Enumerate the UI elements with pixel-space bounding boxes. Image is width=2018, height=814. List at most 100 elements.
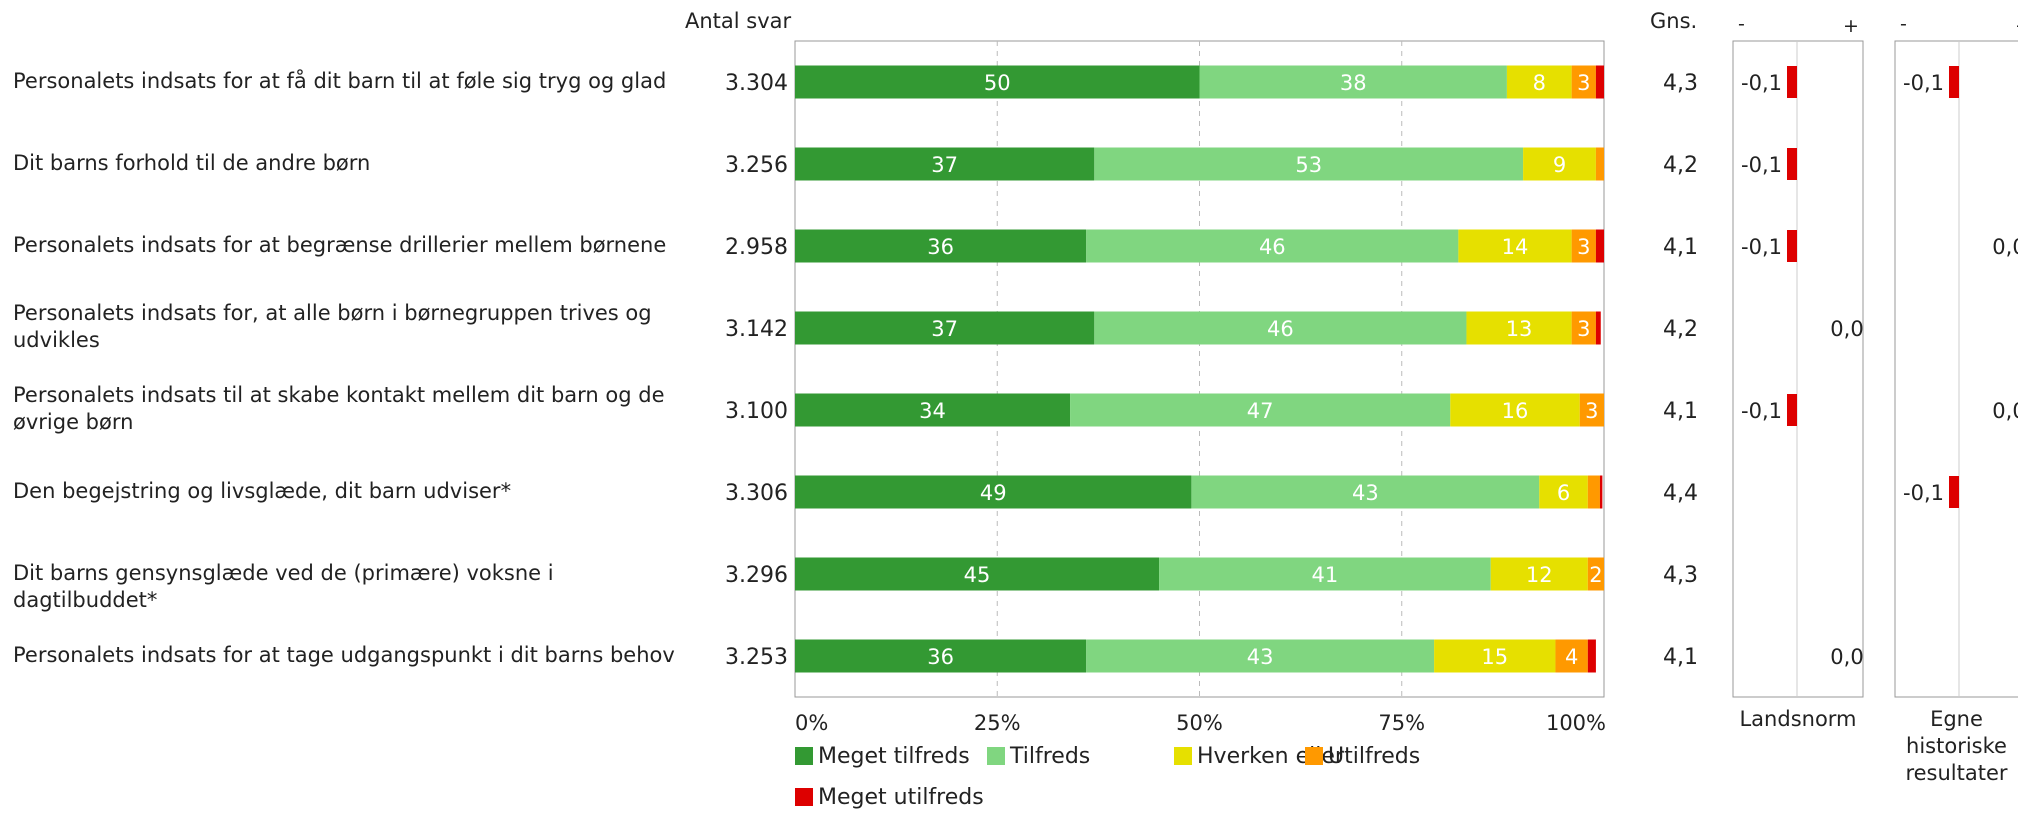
bar-data-label: 3 xyxy=(1577,317,1590,341)
legend-label: Tilfreds xyxy=(1010,744,1091,769)
panel-frame xyxy=(1732,40,1864,698)
bar-segment xyxy=(795,475,1192,509)
bar-data-label: 45 xyxy=(964,563,991,587)
bar-data-label: 43 xyxy=(1247,645,1274,669)
bar-segment xyxy=(1191,475,1540,509)
bar-segment xyxy=(795,557,1160,591)
caption-line: Egne xyxy=(1930,707,1983,731)
average-value: 4,1 xyxy=(1663,399,1698,424)
question-label: Personalets indsats for at begrænse dril… xyxy=(13,232,667,257)
bar-data-label: 3 xyxy=(1577,235,1590,259)
average-value: 4,1 xyxy=(1663,235,1698,260)
question-label: Dit barns forhold til de andre børn xyxy=(13,150,371,175)
legend-item: Meget tilfreds xyxy=(795,744,970,769)
bar-segment xyxy=(1434,639,1556,673)
average-value: 4,3 xyxy=(1663,563,1698,588)
bar-segment xyxy=(1199,65,1507,99)
answer-count: 3.306 xyxy=(725,481,788,506)
bar-segment xyxy=(1595,311,1601,345)
bar-data-label: 13 xyxy=(1506,317,1533,341)
bar-segment xyxy=(795,65,1200,99)
plot-frame xyxy=(794,40,1605,698)
bar-segment xyxy=(795,311,1095,345)
historical-panel: - + -0,1 0,0 0,0 -0,1 xyxy=(1894,13,2018,698)
norm-panel-caption: Landsnorm xyxy=(1739,707,1857,731)
bar-segment xyxy=(795,639,1087,673)
bar-segment xyxy=(795,229,1087,263)
plus-sign: + xyxy=(2015,15,2018,37)
bar-data-label: 38 xyxy=(1340,71,1367,95)
bar-segment xyxy=(1571,311,1596,345)
x-tick-label: 75% xyxy=(1378,711,1425,735)
bar-segment xyxy=(1587,557,1604,591)
bar-data-label: 36 xyxy=(927,645,954,669)
bar-segment xyxy=(1070,393,1451,427)
bar-data-label: 43 xyxy=(1352,481,1379,505)
legend-label: Meget tilfreds xyxy=(818,744,970,769)
legend-item: Tilfreds xyxy=(987,744,1090,769)
answer-count: 3.304 xyxy=(725,71,788,96)
deviation-value: -0,1 xyxy=(1741,153,1782,177)
x-tick-label: 100% xyxy=(1546,711,1606,735)
deviation-value: -0,1 xyxy=(1741,235,1782,259)
bar-segment xyxy=(1595,147,1604,181)
bar-data-label: 15 xyxy=(1481,645,1508,669)
bar-segment xyxy=(1571,65,1596,99)
deviation-value: -0,1 xyxy=(1741,399,1782,423)
deviation-value: -0,1 xyxy=(1903,71,1944,95)
bar-data-label: 8 xyxy=(1533,71,1546,95)
bar-segment xyxy=(795,147,1095,181)
bar-segment xyxy=(1595,229,1604,263)
bar-data-label: 6 xyxy=(1557,481,1570,505)
legend-item: Meget utilfreds xyxy=(795,785,984,810)
bar-segment xyxy=(1571,229,1596,263)
bar-segment xyxy=(795,393,1071,427)
bar-data-label: 37 xyxy=(931,153,958,177)
bar-data-label: 36 xyxy=(927,235,954,259)
bar-data-label: 3 xyxy=(1585,399,1598,423)
panel-frame xyxy=(1894,40,2018,698)
bar-data-label: 12 xyxy=(1526,563,1553,587)
bar-segment xyxy=(1490,557,1588,591)
legend-swatch xyxy=(795,788,813,806)
bar-segment xyxy=(1159,557,1491,591)
x-tick-label: 25% xyxy=(974,711,1021,735)
average-value: 4,2 xyxy=(1663,153,1698,178)
bar-data-label: 49 xyxy=(980,481,1007,505)
average-value: 4,1 xyxy=(1663,645,1698,670)
bar-segment xyxy=(1450,393,1580,427)
caption-line: historiske xyxy=(1906,734,2007,758)
bar-data-label: 46 xyxy=(1259,235,1286,259)
bar-data-label: 9 xyxy=(1553,153,1566,177)
bar-segment xyxy=(1587,475,1600,509)
bar-segment xyxy=(1506,65,1572,99)
avg-header: Gns. xyxy=(1650,9,1698,33)
minus-sign: - xyxy=(1900,13,1907,35)
bar-segment xyxy=(1599,475,1603,509)
answer-count: 3.253 xyxy=(725,645,788,670)
bar-segment xyxy=(1086,229,1459,263)
deviation-value: 0,0 xyxy=(1992,235,2018,259)
average-value: 4,4 xyxy=(1663,481,1698,506)
landsnorm-panel: - + -0,1 -0,1 -0,1 0,0 -0,1 0,0 xyxy=(1732,13,1864,698)
bar-data-label: 37 xyxy=(931,317,958,341)
legend-swatch xyxy=(987,747,1005,765)
bar-segment xyxy=(1086,639,1435,673)
question-label: Personalets indsats til at skabe kontakt… xyxy=(13,383,665,434)
bar-data-label: 34 xyxy=(919,399,946,423)
bar-data-label: 47 xyxy=(1247,399,1274,423)
bar-segment xyxy=(1539,475,1588,509)
bar-data-label: 53 xyxy=(1295,153,1322,177)
bar-data-label: 4 xyxy=(1565,645,1578,669)
negative-deviation-bar xyxy=(1787,66,1797,98)
question-label: Personalets indsats for at få dit barn t… xyxy=(13,68,667,93)
bar-data-label: 3 xyxy=(1577,71,1590,95)
legend-swatch xyxy=(1305,747,1323,765)
answer-count: 3.256 xyxy=(725,153,788,178)
bar-segment xyxy=(1587,639,1596,673)
bar-segment xyxy=(1466,311,1572,345)
bar-segment xyxy=(1094,311,1467,345)
legend-item: Utilfreds xyxy=(1305,744,1420,769)
legend-swatch xyxy=(795,747,813,765)
